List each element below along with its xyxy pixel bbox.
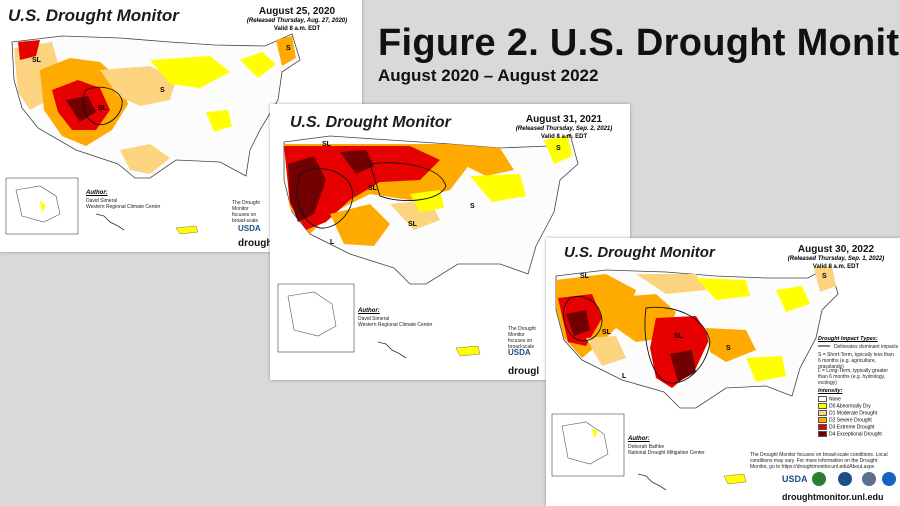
usda-logo: USDA xyxy=(508,348,531,357)
map-header: U.S. Drought Monitor xyxy=(8,6,179,25)
svg-text:L: L xyxy=(330,239,335,246)
author-org: Western Regional Climate Center xyxy=(86,204,161,210)
svg-text:S: S xyxy=(286,45,291,52)
map-released: (Released Thursday, Aug. 27, 2020) xyxy=(246,18,348,24)
map-valid: Valid 8 a.m. EDT xyxy=(812,264,860,270)
svg-text:SL: SL xyxy=(602,329,612,336)
map-date: August 25, 2020 xyxy=(258,6,336,17)
svg-text:S: S xyxy=(470,203,475,210)
legend-d4: D4 Exceptional Drought xyxy=(818,431,882,437)
map-date: August 30, 2022 xyxy=(797,244,875,255)
map-header: U.S. Drought Monitor xyxy=(290,114,451,131)
unl-seal-icon xyxy=(838,472,852,486)
intensity-title: Intensity: xyxy=(818,388,843,394)
impact-delineates: Delineates dominant impacts xyxy=(834,344,899,350)
svg-text:SL: SL xyxy=(368,185,378,192)
author-label: Author: xyxy=(358,308,380,314)
author-org: Western Regional Climate Center xyxy=(358,322,433,328)
map-date: August 31, 2021 xyxy=(525,114,603,125)
us-map-2021: SL SL L SL S S xyxy=(277,133,579,359)
author-label: Author: xyxy=(628,436,650,442)
impact-short-term: S = Short-Term, typically less than 6 mo… xyxy=(818,352,894,370)
drought-url: droughtmonitor.unl.edu xyxy=(782,492,884,502)
svg-text:SL: SL xyxy=(322,141,332,148)
map-released: (Released Thursday, Sep. 2, 2021) xyxy=(515,126,613,132)
note-text: The Drought Monitor focuses on broad-sca… xyxy=(750,452,888,470)
legend-d1: D1 Moderate Drought xyxy=(818,410,877,416)
author-name: Deborah Bathke xyxy=(628,444,665,450)
svg-text:SL: SL xyxy=(32,57,42,64)
svg-text:S: S xyxy=(160,87,165,94)
map-valid: Valid 8 a.m. EDT xyxy=(540,134,588,140)
us-map-2020: SL SL S S xyxy=(5,33,301,235)
map-released: (Released Thursday, Sep. 1, 2022) xyxy=(787,256,885,262)
drought-map-2021: SL SL L SL S S U.S. Drought Monitor Augu… xyxy=(270,104,630,380)
svg-text:S: S xyxy=(726,345,731,352)
svg-text:S: S xyxy=(822,273,827,280)
usda-logo: USDA xyxy=(238,224,261,233)
ndmc-seal-icon xyxy=(812,472,826,486)
us-map-2022: SL SL SL L S S xyxy=(551,265,839,491)
impact-types-title: Drought Impact Types: xyxy=(818,336,878,342)
svg-text:SL: SL xyxy=(98,105,108,112)
svg-text:SL: SL xyxy=(674,333,684,340)
drought-url: drought xyxy=(238,238,276,249)
author-org: National Drought Mitigation Center xyxy=(628,450,705,456)
map-valid: Valid 8 a.m. EDT xyxy=(273,26,321,32)
legend-d0: D0 Abnormally Dry xyxy=(818,403,871,409)
author-name: David Simeral xyxy=(358,316,390,322)
commerce-seal-icon xyxy=(862,472,876,486)
legend-d2: D2 Severe Drought xyxy=(818,417,872,423)
note-text: The Drought Monitor focuses on broad-sca… xyxy=(508,326,536,350)
map-header: U.S. Drought Monitor xyxy=(564,244,715,261)
svg-text:SL: SL xyxy=(580,273,590,280)
drought-map-2022: SL SL SL L S S U.S. Drought Monitor Augu… xyxy=(546,238,900,506)
note-text: The Drought Monitor focuses on broad-sca… xyxy=(232,200,260,224)
slide-subtitle: August 2020 – August 2022 xyxy=(378,66,599,85)
drought-url: drougl xyxy=(508,366,540,377)
legend-none: None xyxy=(818,396,841,402)
svg-text:SL: SL xyxy=(408,221,418,228)
author-name: David Simeral xyxy=(86,198,118,204)
usda-logo: USDA xyxy=(782,474,808,484)
legend-d3: D3 Extreme Drought xyxy=(818,424,875,430)
svg-text:L: L xyxy=(622,373,627,380)
author-label: Author: xyxy=(86,190,108,196)
noaa-seal-icon xyxy=(882,472,896,486)
svg-text:S: S xyxy=(556,145,561,152)
slide-title: Figure 2. U.S. Drought Monitor xyxy=(378,22,900,64)
impact-long-term: L = Long-Term, typically greater than 6 … xyxy=(818,368,888,386)
